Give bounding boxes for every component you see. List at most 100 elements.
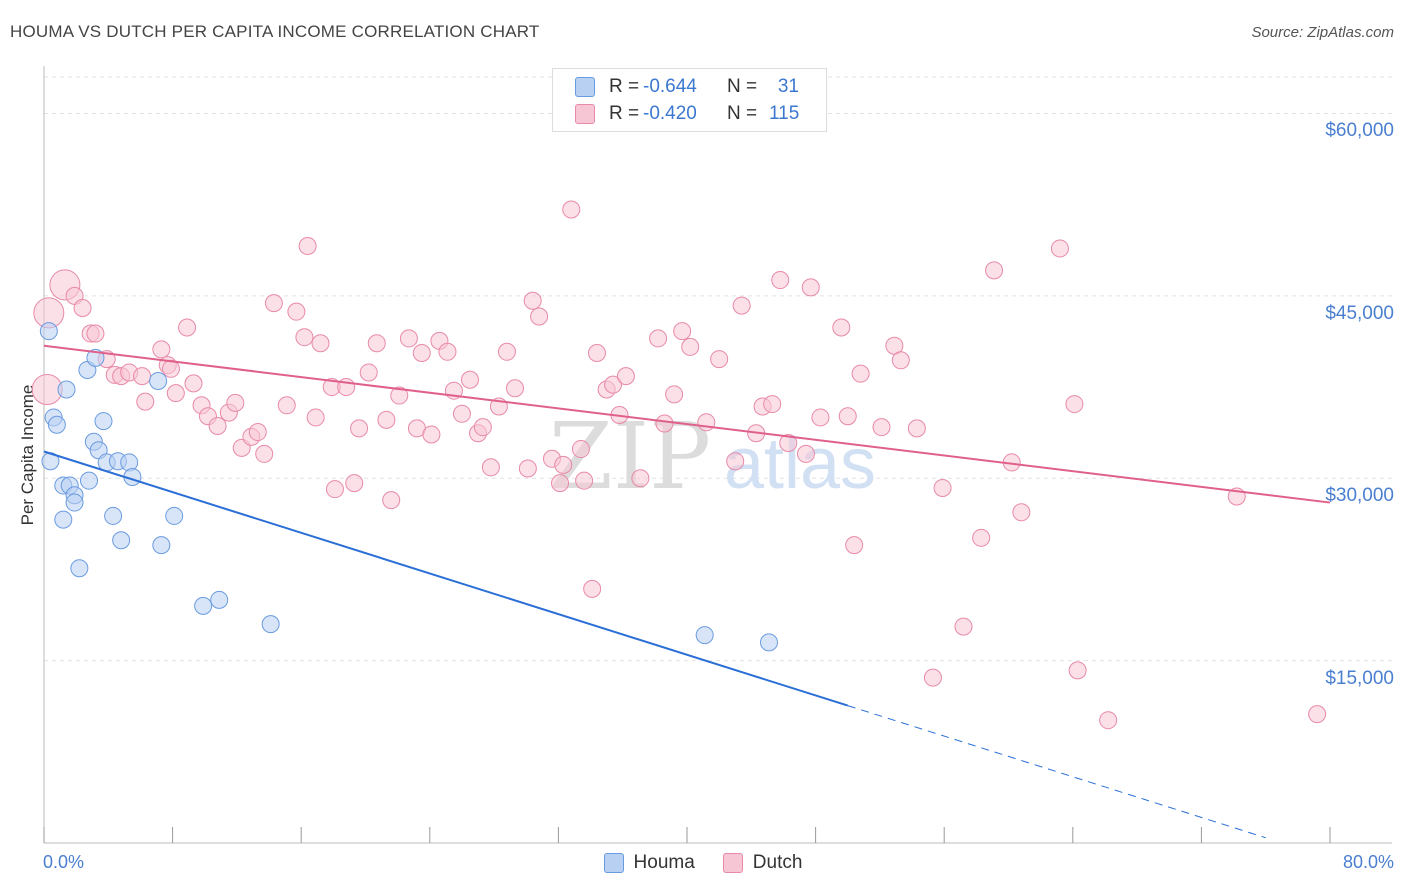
series-houma: [39, 322, 778, 652]
point-dutch: [933, 478, 952, 497]
point-dutch: [399, 329, 418, 348]
watermark-zip: ZIP: [549, 403, 711, 510]
legend-item-houma[interactable]: Houma: [603, 852, 695, 874]
point-dutch: [311, 334, 330, 353]
point-dutch: [523, 291, 542, 310]
point-houma: [80, 471, 99, 490]
point-houma: [120, 453, 139, 472]
y-tick-label: $45,000: [1325, 302, 1394, 324]
point-houma: [86, 348, 105, 367]
point-dutch: [422, 425, 441, 444]
point-dutch: [73, 299, 92, 318]
point-dutch: [1012, 503, 1031, 522]
point-houma: [194, 596, 213, 615]
point-dutch: [851, 364, 870, 383]
point-dutch: [133, 367, 152, 386]
point-dutch: [575, 471, 594, 490]
chart-source: Source: ZipAtlas.com: [1251, 24, 1394, 41]
y-tick-label: $60,000: [1325, 120, 1394, 142]
y-tick-label: $30,000: [1325, 485, 1394, 507]
point-dutch: [248, 423, 267, 442]
axes: [43, 66, 1392, 844]
point-dutch: [184, 374, 203, 393]
point-dutch: [473, 418, 492, 437]
point-dutch: [571, 440, 590, 459]
point-houma: [94, 412, 113, 431]
point-dutch: [779, 433, 798, 452]
legend-n-value-dutch: 115: [769, 103, 800, 124]
point-dutch: [367, 334, 386, 353]
point-houma: [47, 415, 66, 434]
point-dutch: [481, 458, 500, 477]
point-dutch: [152, 340, 171, 359]
legend-label-dutch: Dutch: [752, 852, 803, 873]
correlation-legend: R = -0.644 N = 31 R = -0.420 N = 115: [552, 68, 827, 132]
point-houma: [104, 506, 123, 525]
point-dutch: [891, 351, 910, 370]
point-dutch: [412, 344, 431, 363]
point-dutch: [136, 392, 155, 411]
point-dutch: [325, 480, 344, 499]
legend-r-value-houma: -0.644: [643, 76, 697, 97]
point-dutch: [390, 386, 409, 405]
legend-n-label: N =: [727, 76, 758, 97]
legend-r-value-dutch: -0.420: [643, 103, 697, 124]
point-dutch: [681, 337, 700, 356]
point-dutch: [86, 324, 105, 343]
point-dutch: [832, 318, 851, 337]
point-houma: [759, 633, 778, 652]
legend-label-houma: Houma: [633, 852, 695, 873]
point-dutch: [631, 469, 650, 488]
point-houma: [57, 380, 76, 399]
point-dutch: [801, 278, 820, 297]
point-houma: [65, 493, 84, 512]
point-dutch: [382, 491, 401, 510]
trend-line-houma-extension: [847, 705, 1266, 839]
legend-n-value-houma: 31: [777, 76, 799, 97]
point-dutch: [726, 452, 745, 471]
point-dutch: [287, 302, 306, 321]
point-dutch: [796, 444, 815, 463]
point-dutch: [350, 419, 369, 438]
point-dutch: [438, 342, 457, 361]
point-dutch: [649, 329, 668, 348]
gridlines: [44, 76, 1392, 662]
point-dutch: [359, 363, 378, 382]
point-houma: [165, 506, 184, 525]
point-houma: [70, 559, 89, 578]
point-dutch: [811, 408, 830, 427]
legend-n-label: N =: [727, 103, 758, 124]
legend-item-dutch[interactable]: Dutch: [722, 852, 803, 874]
point-dutch: [985, 261, 1004, 280]
point-dutch: [306, 408, 325, 427]
dutch-legend-swatch: [722, 853, 743, 873]
point-dutch: [460, 370, 479, 389]
trend-lines: [43, 344, 1331, 839]
point-dutch: [838, 407, 857, 426]
chart-title: HOUMA VS DUTCH PER CAPITA INCOME CORRELA…: [10, 22, 540, 41]
point-dutch: [452, 404, 471, 423]
point-dutch: [954, 617, 973, 636]
point-dutch: [377, 410, 396, 429]
watermark-atlas: atlas: [724, 424, 876, 504]
point-houma: [210, 590, 229, 609]
point-dutch: [1099, 711, 1118, 730]
point-dutch: [923, 668, 942, 687]
point-houma: [149, 371, 168, 390]
point-dutch: [845, 536, 864, 555]
point-dutch: [551, 474, 570, 493]
point-dutch: [226, 393, 245, 412]
point-dutch: [673, 322, 692, 341]
dutch-swatch: [575, 104, 595, 124]
point-houma: [152, 536, 171, 555]
point-dutch: [655, 414, 674, 433]
point-dutch: [697, 413, 716, 432]
point-dutch: [277, 396, 296, 415]
point-dutch: [587, 344, 606, 363]
point-dutch: [166, 384, 185, 403]
y-tick-label: $15,000: [1325, 667, 1394, 689]
trend-line-dutch: [43, 344, 1331, 504]
point-houma: [54, 510, 73, 529]
point-dutch: [907, 419, 926, 438]
point-dutch: [583, 579, 602, 598]
